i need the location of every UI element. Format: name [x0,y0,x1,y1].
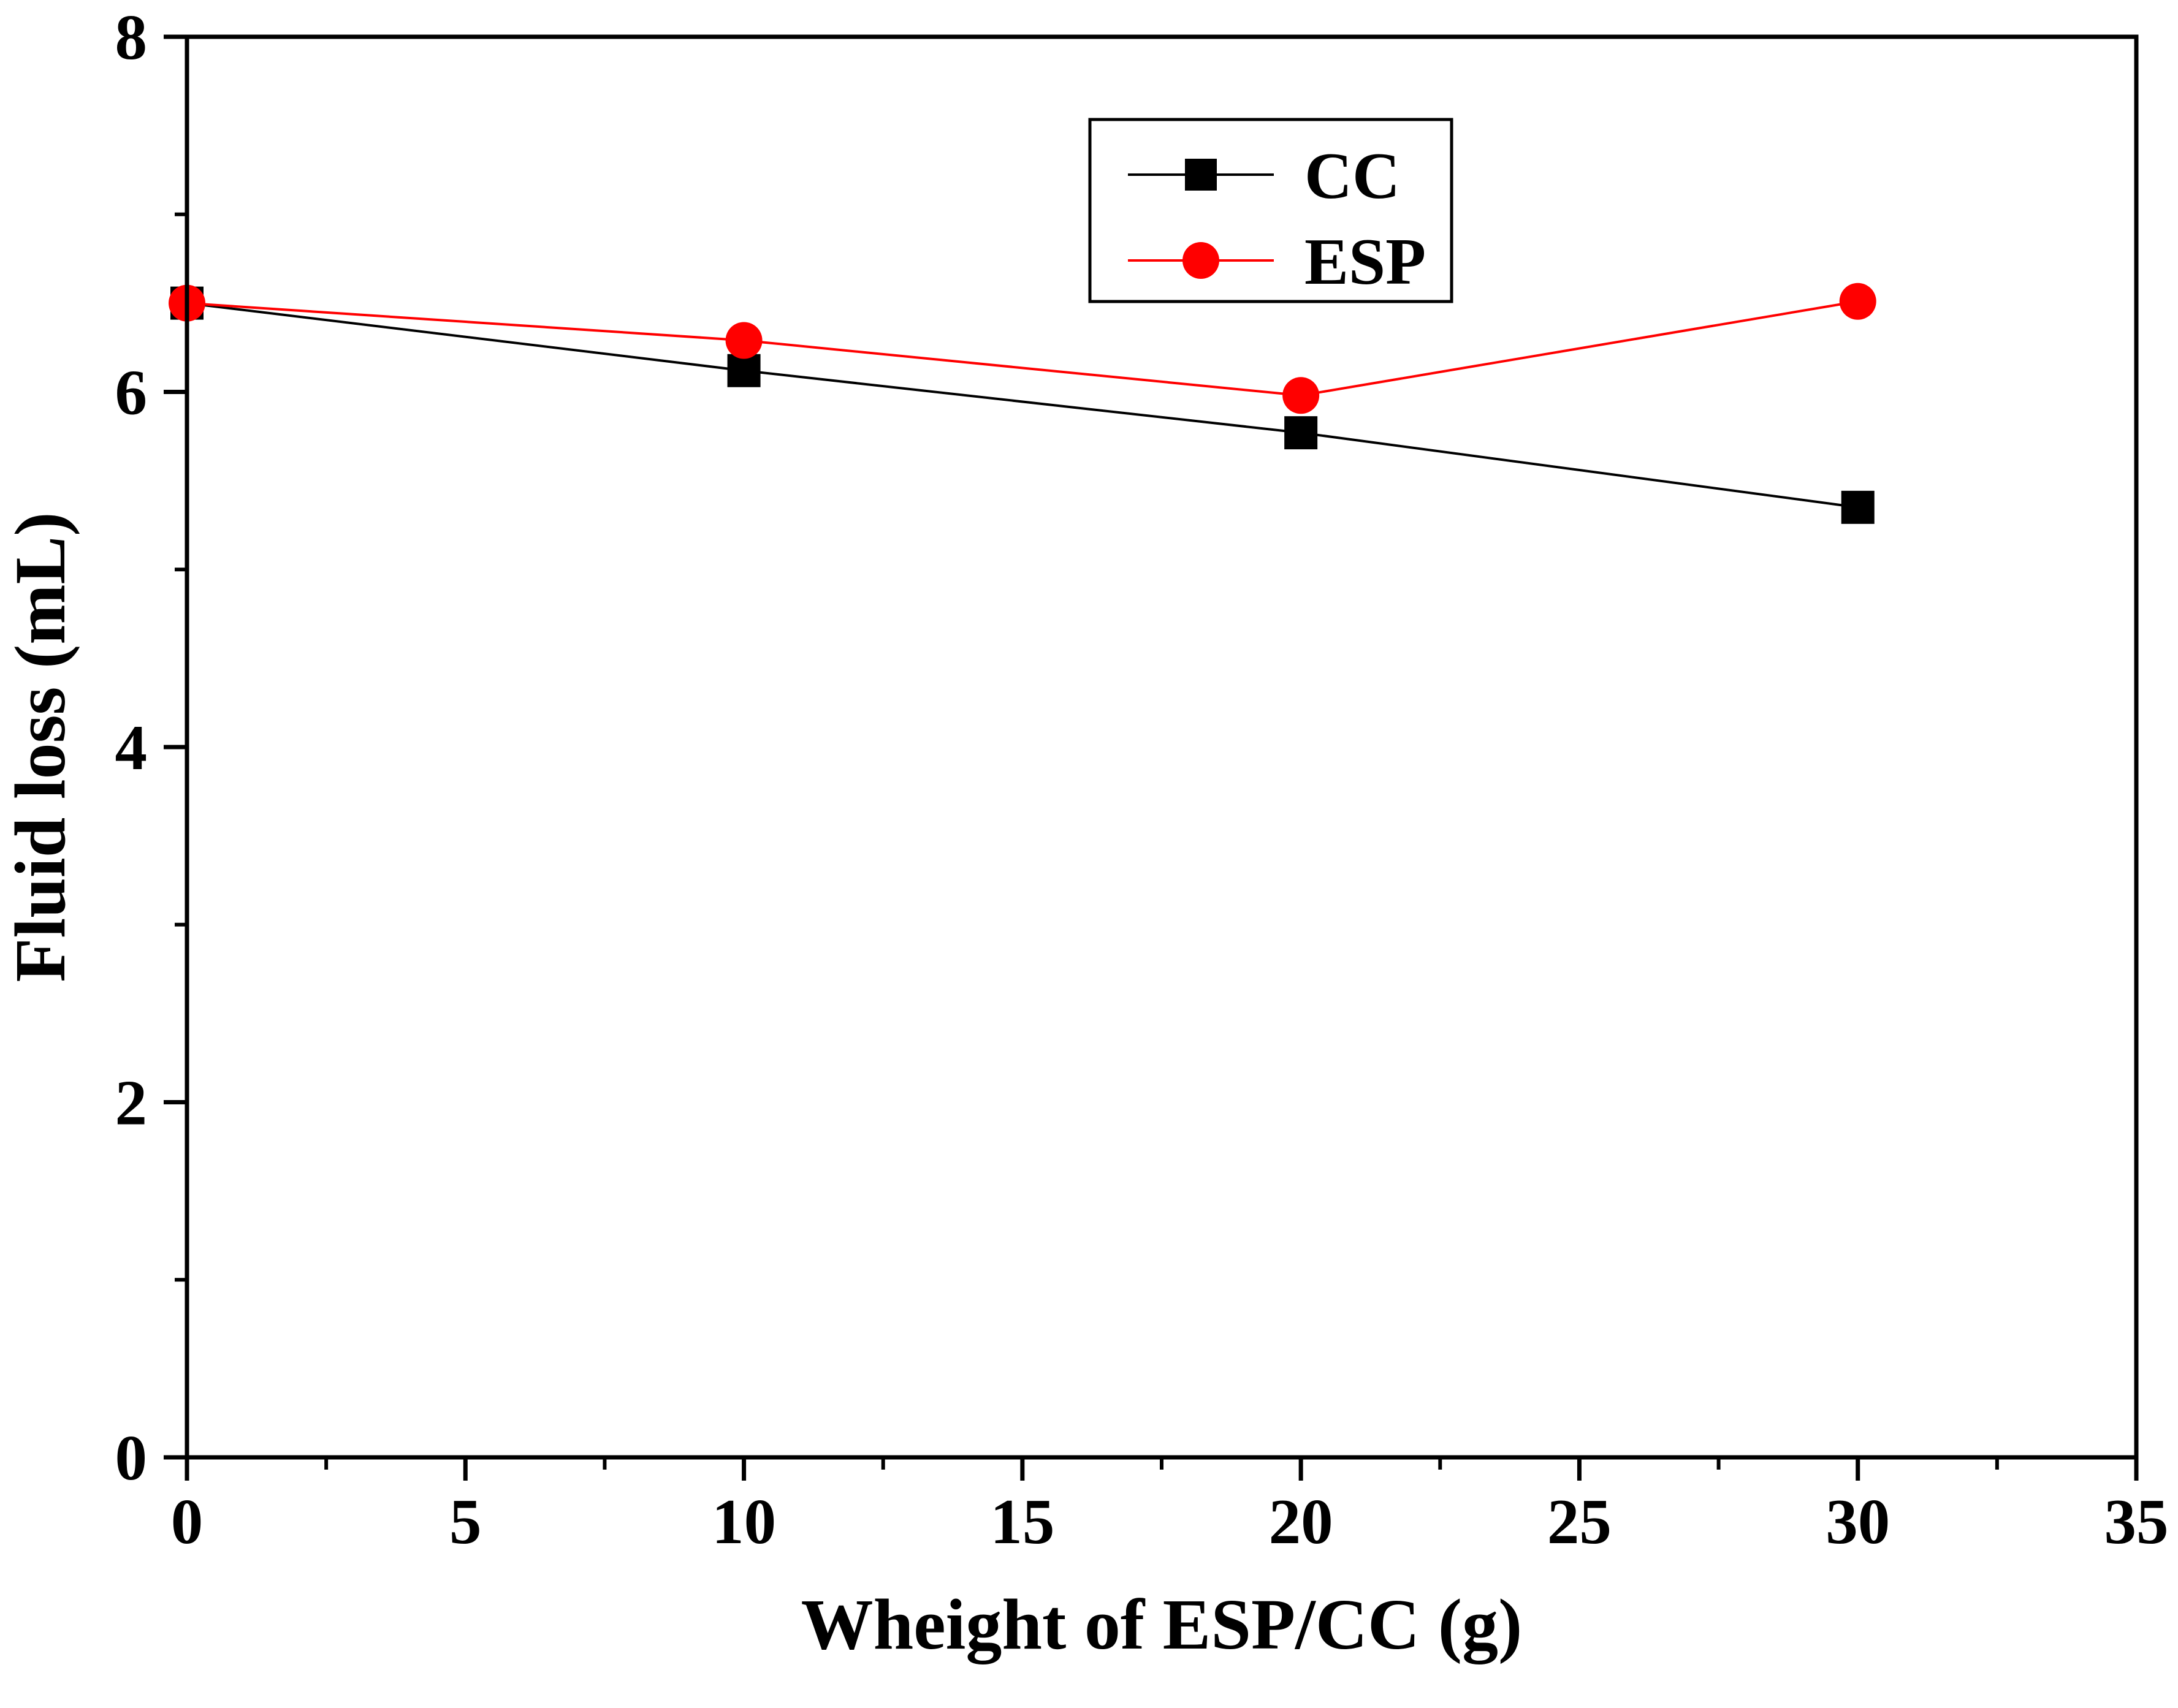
y-axis-title: Fluid loss (mL) [0,512,80,982]
y-tick-label: 2 [115,1067,148,1139]
data-point-cc [1841,490,1875,524]
legend: CC ESP [1088,118,1453,303]
y-tick-label: 6 [115,357,148,428]
series-line-esp [186,300,1859,397]
series-line-cc [186,302,1858,509]
y-tick-label: 8 [115,1,148,73]
x-tick-label: 20 [1269,1486,1333,1557]
x-tick-label: 35 [2104,1486,2169,1557]
legend-label-esp: ESP [1304,226,1426,298]
x-tick-label: 30 [1826,1486,1890,1557]
axis-labels: 0 5 10 15 20 25 30 35 0 2 4 6 8 Wheight of ESP/CC (g)… [0,1,2169,1664]
axis-ticks [164,34,2139,1481]
y-tick-label: 4 [115,712,148,783]
legend-marker-cc [1185,159,1217,191]
data-point-esp [1839,283,1876,320]
x-tick-label: 0 [171,1486,204,1557]
data-point-cc [727,354,761,387]
x-axis-title: Wheight of ESP/CC (g) [801,1584,1523,1664]
y-tick-label: 0 [115,1422,148,1494]
x-tick-label: 15 [990,1486,1054,1557]
legend-label-cc: CC [1304,140,1400,213]
legend-marker-esp [1182,242,1219,279]
data-point-cc [1284,416,1318,450]
data-point-esp [725,322,763,359]
x-tick-label: 10 [712,1486,776,1557]
x-tick-label: 5 [449,1486,482,1557]
legend-box [1088,118,1453,303]
x-tick-label: 25 [1547,1486,1612,1557]
data-point-esp [1282,377,1320,414]
